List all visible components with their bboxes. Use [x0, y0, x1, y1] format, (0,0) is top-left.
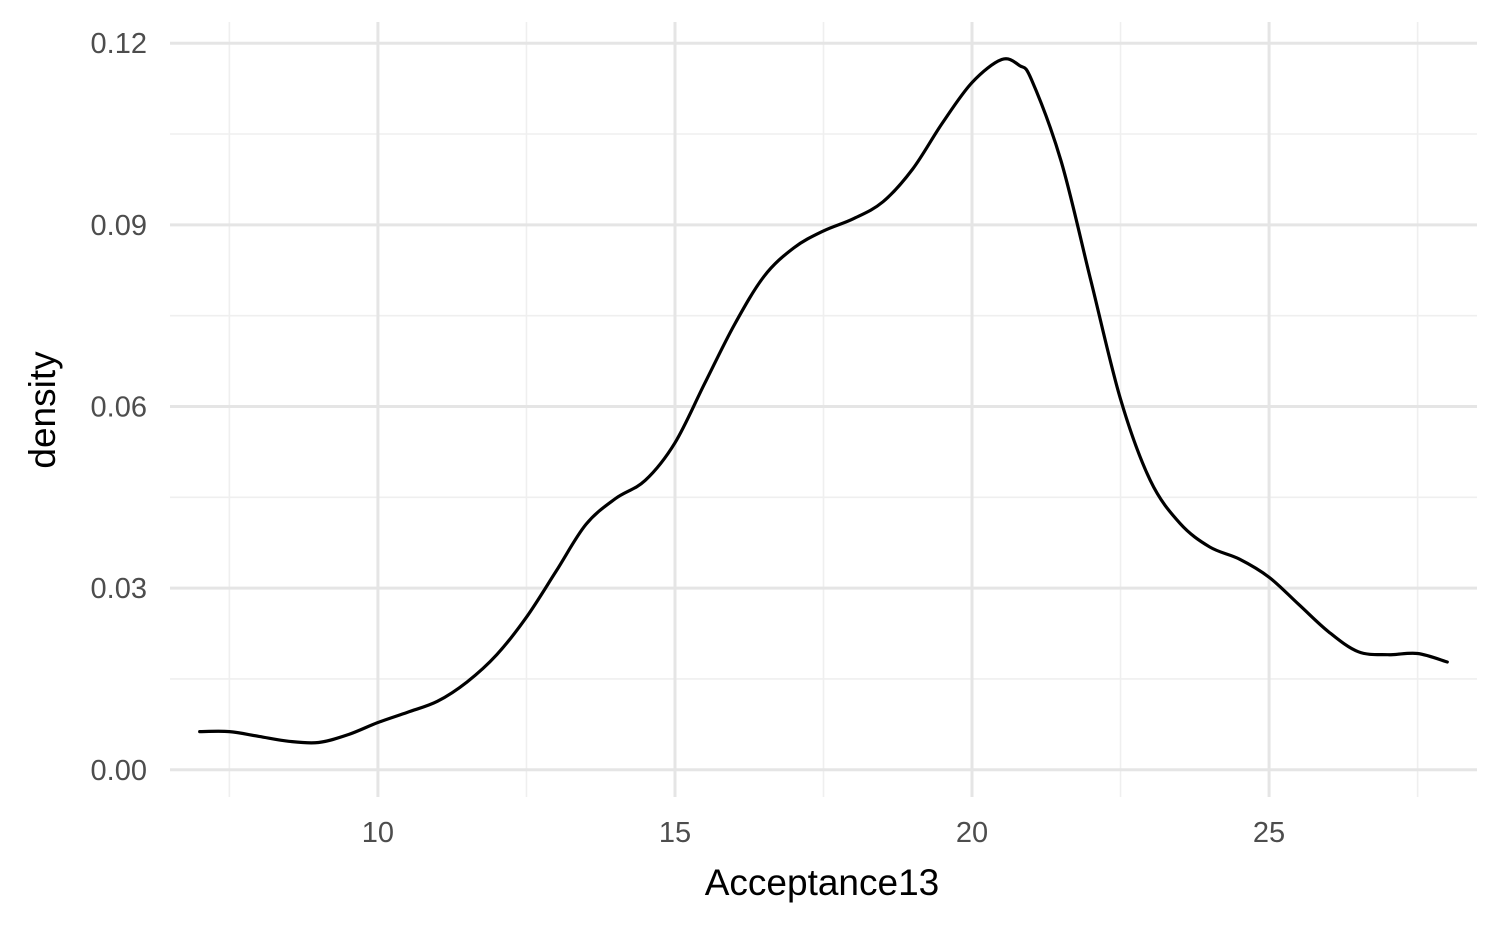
x-axis-title: Acceptance13 [705, 862, 940, 903]
x-tick-label: 15 [659, 817, 691, 849]
y-tick-label: 0.03 [91, 573, 147, 605]
y-tick-label: 0.06 [91, 391, 147, 423]
y-tick-label: 0.12 [91, 28, 147, 60]
density-curve [198, 57, 1449, 745]
x-tick-label: 20 [956, 817, 988, 849]
minor-gridlines [170, 22, 1477, 797]
y-axis-tick-labels: 0.00 0.03 0.06 0.09 0.12 [91, 28, 147, 787]
x-tick-label: 10 [362, 817, 394, 849]
major-gridlines [170, 22, 1477, 797]
y-tick-label: 0.00 [91, 755, 147, 787]
y-axis-title: density [22, 351, 63, 469]
x-tick-label: 25 [1253, 817, 1285, 849]
y-tick-label: 0.09 [91, 210, 147, 242]
x-axis-tick-labels: 10 15 20 25 [362, 817, 1285, 849]
